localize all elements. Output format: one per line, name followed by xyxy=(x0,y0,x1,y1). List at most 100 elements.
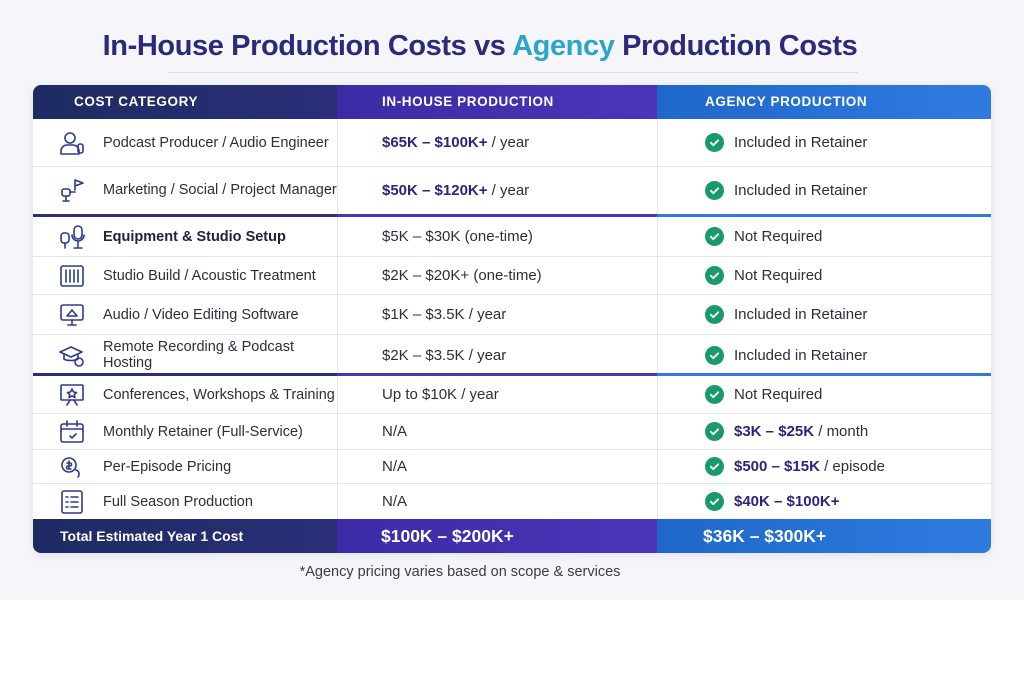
in-house-cell: N/A xyxy=(382,414,652,449)
agency-cell: Not Required xyxy=(705,217,985,256)
title-accent: Agency xyxy=(512,30,615,62)
agency-value: Included in Retainer xyxy=(734,306,868,323)
category-label: Conferences, Workshops & Training xyxy=(103,386,335,403)
column-divider xyxy=(657,119,658,519)
page-title: In-House Production Costs vs Agency Prod… xyxy=(0,30,960,63)
table-row: Audio / Video Editing Software $1K – $3.… xyxy=(33,295,991,335)
category-label: Audio / Video Editing Software xyxy=(103,306,299,323)
agency-cell: Included in Retainer xyxy=(705,167,985,213)
check-icon xyxy=(705,227,724,246)
table-row: Full Season Production N/A $40K – $100K+ xyxy=(33,484,991,519)
agency-cell: Included in Retainer xyxy=(705,119,985,166)
title-part-1: In-House Production Costs vs xyxy=(102,30,513,62)
agency-cell: Not Required xyxy=(705,376,985,413)
table-row: Remote Recording & Podcast Hosting $2K –… xyxy=(33,335,991,375)
group-separator xyxy=(33,373,991,376)
table-row: Monthly Retainer (Full-Service) N/A $3K … xyxy=(33,414,991,450)
in-house-cell: N/A xyxy=(382,450,652,483)
title-part-3: Production Costs xyxy=(614,30,858,62)
in-house-cell: $5K – $30K (one-time) xyxy=(382,217,652,256)
category-cell: Marketing / Social / Project Manager xyxy=(57,167,337,213)
table-row: Marketing / Social / Project Manager $50… xyxy=(33,167,991,213)
season-list-icon xyxy=(57,487,87,517)
category-cell: Monthly Retainer (Full-Service) xyxy=(57,414,337,449)
agency-cell: $40K – $100K+ xyxy=(705,484,985,519)
category-label: Full Season Production xyxy=(103,493,253,510)
header-in-house: IN-HOUSE PRODUCTION xyxy=(337,85,657,119)
agency-cell: $3K – $25K / month xyxy=(705,414,985,449)
check-icon xyxy=(705,133,724,152)
group-separator xyxy=(33,214,991,217)
header-cost-category: COST CATEGORY xyxy=(33,85,337,119)
agency-value: Included in Retainer xyxy=(734,181,868,199)
agency-value: Not Required xyxy=(734,267,823,284)
equipment-microphone-icon xyxy=(57,222,87,252)
category-cell: Studio Build / Acoustic Treatment xyxy=(57,257,337,294)
check-icon xyxy=(705,492,724,511)
category-label: Remote Recording & Podcast Hosting xyxy=(103,339,295,371)
agency-cell: Included in Retainer xyxy=(705,335,985,375)
comparison-table: COST CATEGORY IN-HOUSE PRODUCTION AGENCY… xyxy=(33,85,991,553)
remote-recording-icon xyxy=(57,340,87,370)
monitor-software-icon xyxy=(57,300,87,330)
in-house-cell: N/A xyxy=(382,484,652,519)
in-house-cell: $2K – $3.5K / year xyxy=(382,335,652,375)
in-house-value: / year xyxy=(487,134,530,151)
category-label: Per-Episode Pricing xyxy=(103,458,232,475)
category-label: Monthly Retainer (Full-Service) xyxy=(103,423,303,440)
category-cell: Conferences, Workshops & Training xyxy=(57,376,337,413)
in-house-value: $2K – $3.5K / year xyxy=(382,346,507,364)
in-house-cell: $1K – $3.5K / year xyxy=(382,295,652,334)
in-house-value-bold: $50K – $120K+ xyxy=(382,181,488,199)
category-label: Studio Build / Acoustic Treatment xyxy=(103,267,316,284)
table-row: Podcast Producer / Audio Engineer $65K –… xyxy=(33,119,991,167)
check-icon xyxy=(705,305,724,324)
category-label: Podcast Producer / Audio Engineer xyxy=(103,134,329,151)
check-icon xyxy=(705,266,724,285)
category-label: Marketing / Social / Project Manager xyxy=(103,182,337,198)
agency-cell: Not Required xyxy=(705,257,985,294)
in-house-value: $5K – $30K (one-time) xyxy=(382,228,533,245)
in-house-value-bold: $65K – $100K+ xyxy=(382,134,488,151)
footnote: *Agency pricing varies based on scope & … xyxy=(299,564,621,580)
agency-value-bold: $500 – $15K xyxy=(734,458,820,475)
category-cell: Podcast Producer / Audio Engineer xyxy=(57,119,337,166)
in-house-cell: $65K – $100K+ / year xyxy=(382,119,652,166)
agency-value: Not Required xyxy=(734,386,823,403)
in-house-value: $1K – $3.5K / year xyxy=(382,306,507,323)
in-house-cell: Up to $10K / year xyxy=(382,376,652,413)
in-house-value: N/A xyxy=(382,423,408,440)
calendar-icon xyxy=(57,417,87,447)
studio-panel-icon xyxy=(57,261,87,291)
category-cell: Full Season Production xyxy=(57,484,337,519)
check-icon xyxy=(705,422,724,441)
column-divider xyxy=(337,119,338,519)
in-house-value: $2K – $20K+ (one-time) xyxy=(382,267,542,284)
table-row: Studio Build / Acoustic Treatment $2K – … xyxy=(33,257,991,295)
category-cell: Remote Recording & Podcast Hosting xyxy=(57,335,337,375)
category-cell: Audio / Video Editing Software xyxy=(57,295,337,334)
category-cell: Per-Episode Pricing xyxy=(57,450,337,483)
in-house-cell: $50K – $120K+ / year xyxy=(382,167,652,213)
agency-value-bold: $3K – $25K xyxy=(734,423,815,440)
total-agency: $36K – $300K+ xyxy=(657,519,991,553)
check-icon xyxy=(705,385,724,404)
in-house-cell: $2K – $20K+ (one-time) xyxy=(382,257,652,294)
agency-value: Included in Retainer xyxy=(734,346,868,364)
title-divider xyxy=(168,72,858,73)
check-icon xyxy=(705,457,724,476)
table-row: Equipment & Studio Setup $5K – $30K (one… xyxy=(33,217,991,257)
presentation-board-icon xyxy=(57,380,87,410)
category-cell: Equipment & Studio Setup xyxy=(57,217,337,256)
total-label: Total Estimated Year 1 Cost xyxy=(33,519,337,553)
agency-cell: $500 – $15K / episode xyxy=(705,450,985,483)
agency-value: / episode xyxy=(819,458,885,475)
per-episode-icon xyxy=(57,452,87,482)
agency-value: Included in Retainer xyxy=(734,134,868,151)
total-in-house: $100K – $200K+ xyxy=(337,519,657,553)
in-house-value: N/A xyxy=(382,458,408,475)
agency-value: Not Required xyxy=(734,228,823,245)
agency-value-bold: $40K – $100K+ xyxy=(734,493,840,510)
in-house-value: Up to $10K / year xyxy=(382,386,499,403)
agency-cell: Included in Retainer xyxy=(705,295,985,334)
